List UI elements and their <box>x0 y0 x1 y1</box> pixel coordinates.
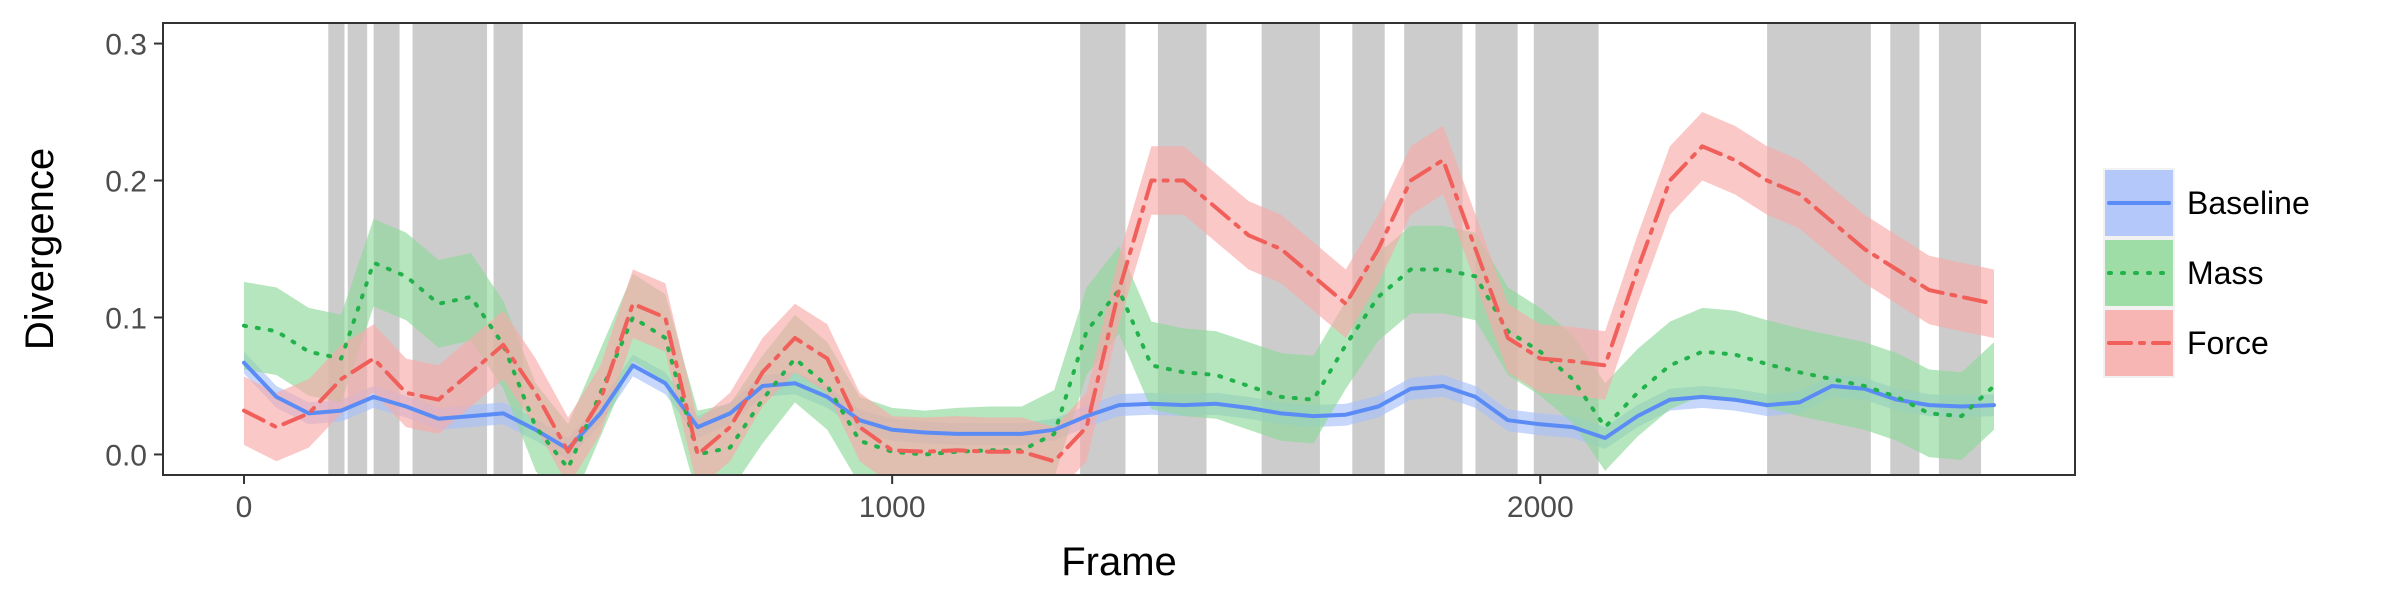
y-tick-label-1: 0.1 <box>105 302 147 335</box>
y-axis: 0.0 0.1 0.2 0.3 <box>105 29 163 472</box>
legend-label-baseline: Baseline <box>2187 185 2310 221</box>
plot-panel-border <box>162 22 2076 476</box>
x-tick-label-1000: 1000 <box>859 491 926 524</box>
line-baseline <box>242 360 1996 451</box>
y-axis-title: Divergence <box>18 148 62 350</box>
legend-item-force: Force <box>2103 308 2269 378</box>
legend-label-mass: Mass <box>2187 255 2263 291</box>
y-tick-label-3: 0.3 <box>105 29 147 62</box>
x-tick-label-2000: 2000 <box>1507 491 1574 524</box>
x-axis: 0 1000 2000 <box>236 475 1574 524</box>
legend-label-force: Force <box>2187 325 2269 361</box>
legend-item-baseline: Baseline <box>2103 168 2310 238</box>
y-tick-label-2: 0.2 <box>105 166 147 199</box>
x-axis-title: Frame <box>1061 540 1177 584</box>
legend: Baseline Mass Force <box>2103 168 2310 378</box>
legend-item-mass: Mass <box>2103 238 2263 308</box>
y-tick-label-0: 0.0 <box>105 439 147 472</box>
series-lines <box>242 144 1996 471</box>
x-tick-label-0: 0 <box>236 491 253 524</box>
line-force <box>242 144 1996 464</box>
